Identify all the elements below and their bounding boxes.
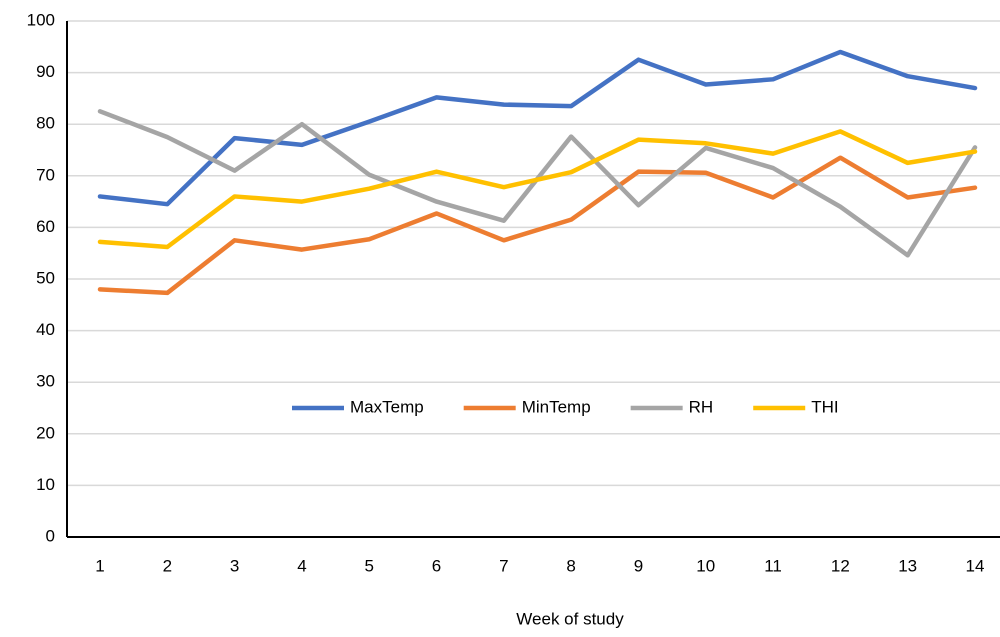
y-tick-label: 40 — [36, 320, 55, 339]
x-tick-label: 4 — [297, 556, 306, 575]
x-tick-label: 3 — [230, 556, 239, 575]
line — [97, 49, 978, 207]
x-tick-label: 6 — [432, 556, 441, 575]
x-tick-label: 2 — [163, 556, 172, 575]
y-tick-label: 90 — [36, 62, 55, 81]
legend-label: THI — [811, 397, 838, 416]
x-tick-label: 7 — [499, 556, 508, 575]
x-tick-label: 13 — [898, 556, 917, 575]
x-tick-label: 9 — [634, 556, 643, 575]
y-tick-label: 100 — [27, 10, 55, 29]
y-tick-label: 20 — [36, 423, 55, 442]
x-axis-label: Week of study — [516, 609, 624, 628]
y-tick-label: 60 — [36, 217, 55, 236]
x-tick-label: 11 — [764, 556, 782, 575]
y-tick-label: 10 — [36, 475, 55, 494]
y-tick-label: 0 — [46, 526, 55, 545]
legend-label: MinTemp — [522, 397, 591, 416]
x-tick-label: 14 — [966, 556, 985, 575]
y-tick-label: 50 — [36, 268, 55, 287]
x-tick-label: 12 — [831, 556, 850, 575]
legend-label: MaxTemp — [350, 397, 424, 416]
line — [97, 155, 978, 296]
x-tick-label: 5 — [364, 556, 373, 575]
y-tick-label: 80 — [36, 114, 55, 133]
line — [97, 129, 978, 250]
y-tick-label: 30 — [36, 372, 55, 391]
legend-label: RH — [689, 397, 714, 416]
x-tick-label: 8 — [566, 556, 575, 575]
x-tick-label: 1 — [95, 556, 104, 575]
x-tick-label: 10 — [696, 556, 715, 575]
y-tick-label: 70 — [36, 165, 55, 184]
